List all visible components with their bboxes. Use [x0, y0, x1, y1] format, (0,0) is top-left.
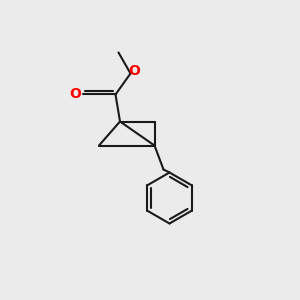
Text: O: O	[69, 88, 81, 101]
Text: O: O	[128, 64, 140, 78]
